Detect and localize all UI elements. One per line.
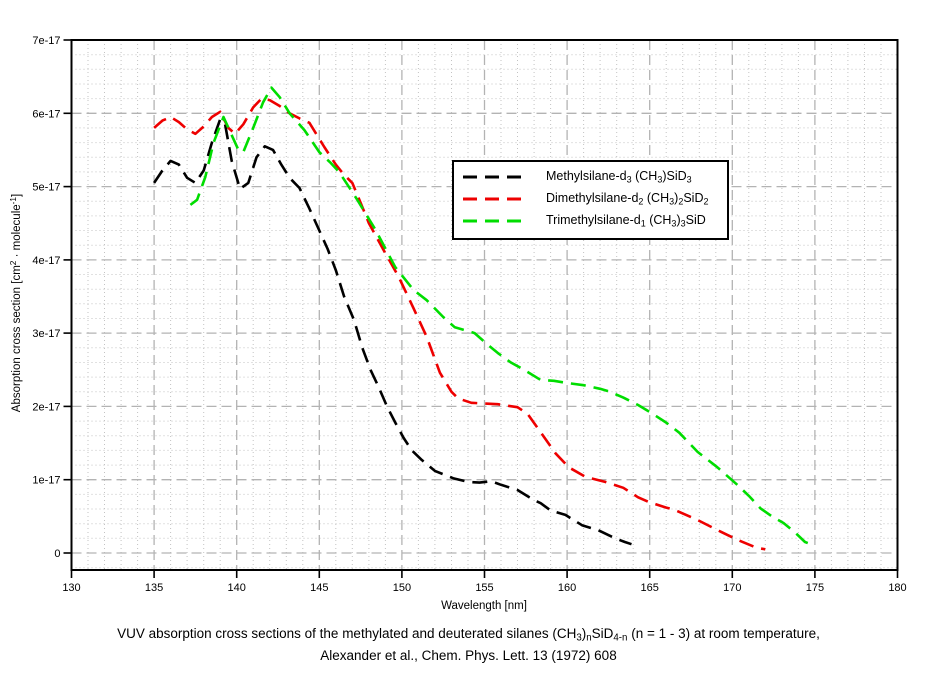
x-tick-label: 135: [145, 582, 163, 594]
x-axis-title: Wavelength [nm]: [441, 600, 527, 612]
legend-dash-sample: [463, 219, 521, 223]
y-tick-label: 7e-17: [32, 35, 60, 47]
series-line-2: [189, 86, 816, 547]
legend-item-label: Methylsilane-d3 (CH3)SiD3: [546, 169, 692, 185]
x-tick-label: 155: [475, 582, 493, 594]
x-tick-label: 165: [641, 582, 659, 594]
legend-item-label: Trimethylsilane-d1 (CH3)3SiD: [546, 213, 706, 229]
x-tick-label: 140: [228, 582, 246, 594]
y-tick-label: 3e-17: [32, 328, 60, 340]
y-tick-label: 4e-17: [32, 255, 60, 267]
x-tick-label: 145: [310, 582, 328, 594]
legend-item: Dimethylsilane-d2 (CH3)2SiD2: [454, 188, 727, 210]
y-tick-label: 2e-17: [32, 401, 60, 413]
y-tick-label: 6e-17: [32, 108, 60, 120]
x-tick-label: 150: [393, 582, 411, 594]
x-tick-label: 180: [888, 582, 906, 594]
caption-line-1: VUV absorption cross sections of the met…: [117, 626, 820, 644]
caption-line-2: Alexander et al., Chem. Phys. Lett. 13 (…: [320, 648, 617, 663]
y-tick-label: 1e-17: [32, 475, 60, 487]
legend-item: Trimethylsilane-d1 (CH3)3SiD: [454, 210, 727, 232]
legend-item: Methylsilane-d3 (CH3)SiD3: [454, 166, 727, 188]
x-tick-label: 170: [723, 582, 741, 594]
legend: Methylsilane-d3 (CH3)SiD3 Dimethylsilane-…: [452, 160, 729, 240]
y-tick-label: 5e-17: [32, 182, 60, 194]
legend-item-label: Dimethylsilane-d2 (CH3)2SiD2: [546, 191, 709, 207]
x-tick-label: 175: [806, 582, 824, 594]
legend-dash-sample: [463, 197, 521, 201]
x-tick-label: 160: [558, 582, 576, 594]
y-axis-title: Absorption cross section [cm2 · molecule…: [9, 193, 23, 413]
legend-dash-sample: [463, 175, 521, 179]
x-tick-label: 130: [62, 582, 80, 594]
y-tick-label: 0: [54, 548, 60, 560]
